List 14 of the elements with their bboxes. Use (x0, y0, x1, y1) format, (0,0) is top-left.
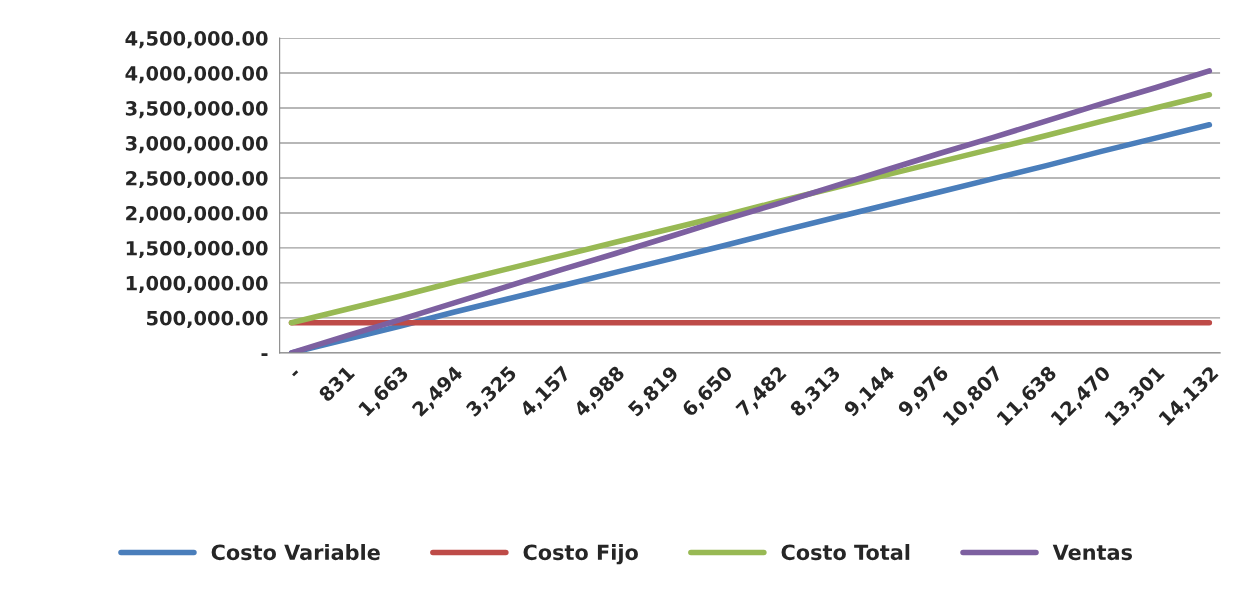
legend-label: Costo Fijo (523, 544, 638, 565)
y-tick-label: 4,000,000.00 (125, 66, 268, 84)
y-tick-label: 500,000.00 (147, 310, 268, 329)
y-tick-label: 4,500,000.00 (125, 31, 268, 49)
y-tick-label: 1,000,000.00 (126, 275, 268, 294)
y-tick-label: - (261, 353, 268, 357)
y-tick-label: 2,000,000.00 (126, 205, 268, 224)
legend-label: Costo Total (781, 544, 910, 561)
y-tick-label: 3,500,000.00 (125, 100, 268, 119)
legend-label: Costo Variable (211, 544, 380, 561)
legend-label: Ventas (1052, 544, 1132, 561)
y-tick-label: 3,000,000.00 (125, 135, 268, 154)
y-tick-label: 2,500,000.00 (126, 170, 268, 189)
y-tick-label: 1,500,000.00 (126, 240, 268, 259)
